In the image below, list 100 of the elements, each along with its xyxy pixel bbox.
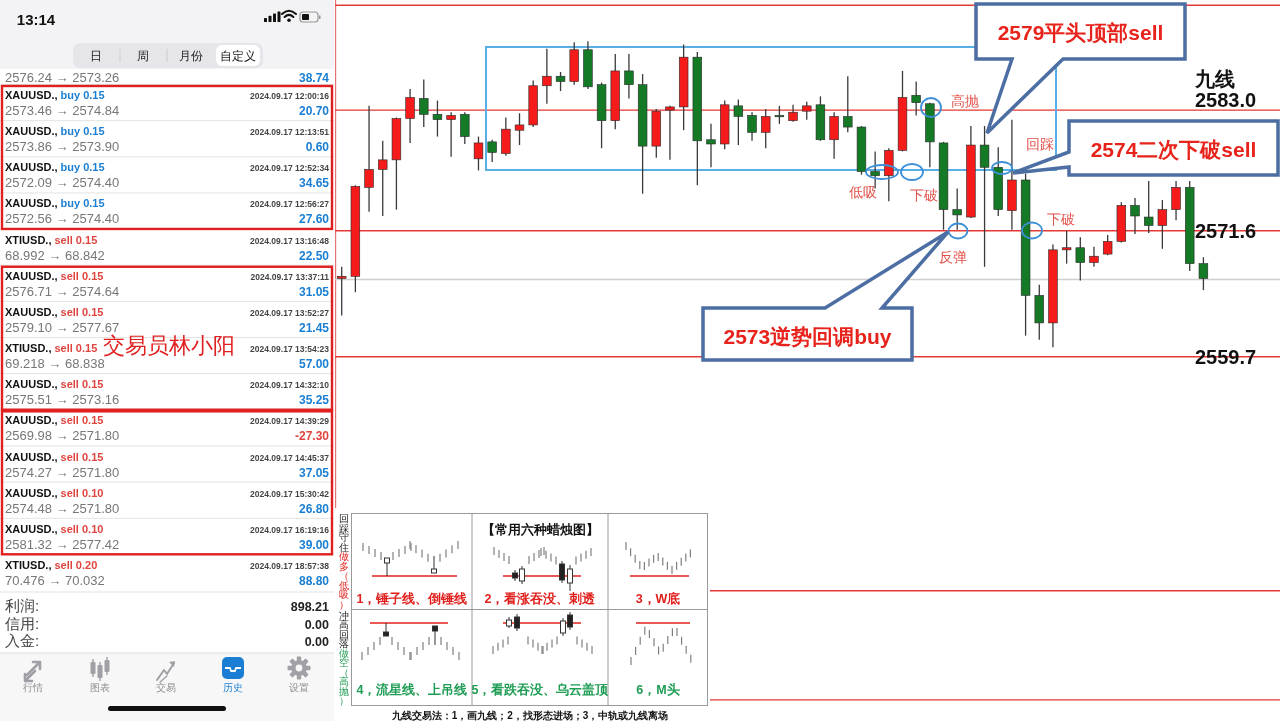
text: buy 0.15: [60, 161, 105, 174]
text: 13:14: [16, 11, 56, 28]
text: 图表: [90, 682, 110, 693]
text: 2024.09.17 12:00:16: [250, 91, 330, 101]
text: sell 0.15: [54, 342, 98, 355]
annotation: 做空（高抛）: [338, 647, 349, 706]
text: XAUUSD.,: [5, 125, 58, 138]
text: XTIUSD.,: [5, 558, 52, 571]
annotation: 6，M头: [636, 683, 680, 697]
annotation: 下破: [1047, 212, 1075, 227]
text: sell 0.15: [60, 305, 104, 318]
text: sell 0.20: [54, 558, 98, 571]
text: 37.05: [298, 465, 330, 480]
text: 入金:: [5, 632, 40, 649]
text: 历史: [223, 682, 243, 693]
text: 2024.09.17 12:52:34: [250, 163, 330, 174]
annotation: 九线: [1194, 68, 1235, 90]
text: 0.60: [305, 140, 330, 155]
text: 22.50: [298, 248, 330, 263]
text: 利润:: [5, 597, 40, 614]
text: 2024.09.17 12:56:27: [250, 199, 330, 210]
text: 0.00: [304, 617, 330, 632]
text: XTIUSD.,: [5, 342, 52, 355]
text: 2569.98 → 2571.80: [5, 428, 120, 444]
text: 2024.09.17 13:54:23: [250, 344, 330, 355]
annotation: 低吸: [849, 185, 877, 200]
text: 2024.09.17 18:57:38: [250, 560, 330, 571]
text: 31.05: [298, 284, 330, 299]
annotation: 1，锤子线、倒锤线: [356, 592, 468, 606]
text: XAUUSD.,: [5, 486, 58, 499]
text: 信用:: [5, 614, 40, 632]
text: 0.00: [304, 635, 330, 649]
annotation: 2574二次下破sell: [1090, 138, 1257, 161]
annotation: 做多（低吸）: [338, 551, 349, 610]
text: sell 0.10: [60, 486, 104, 499]
text: 【常用六种蜡烛图】: [481, 522, 599, 537]
text: XAUUSD.,: [5, 89, 58, 101]
annotation: 高抛: [951, 94, 979, 109]
text: XAUUSD.,: [5, 522, 58, 535]
text: XAUUSD.,: [5, 197, 58, 210]
text: 2024.09.17 13:37:11: [250, 271, 330, 282]
text: 日: [90, 49, 102, 63]
text: 2024.09.17 15:30:42: [250, 488, 330, 499]
text: 70.476 → 70.032: [5, 572, 105, 588]
text: 2024.09.17 14:39:29: [250, 416, 330, 427]
text: 27.60: [298, 212, 330, 227]
text: 26.80: [298, 501, 330, 516]
text: 68.992 → 68.842: [5, 247, 105, 263]
annotation: 反弹: [939, 250, 967, 265]
text: buy 0.15: [60, 89, 105, 101]
text: XAUUSD.,: [5, 450, 58, 463]
text: 2024.09.17 14:45:37: [250, 452, 330, 463]
text: buy 0.15: [60, 197, 105, 210]
text: XAUUSD.,: [5, 378, 58, 391]
text: 设置: [289, 682, 309, 693]
text: 2572.56 → 2574.40: [5, 211, 120, 227]
annotation: 下破: [910, 188, 938, 203]
text: 2024.09.17 12:13:51: [250, 127, 330, 138]
text: 2573.46 → 2574.84: [5, 103, 120, 118]
text: 2579.10 → 2577.67: [5, 319, 120, 335]
annotation: 2579平头顶部sell: [997, 21, 1164, 44]
text: sell 0.10: [60, 522, 104, 535]
text: 2024.09.17 16:19:16: [250, 524, 330, 535]
text: XAUUSD.,: [5, 269, 58, 282]
text: sell 0.15: [60, 450, 104, 463]
annotation: 冲高回落: [338, 609, 349, 649]
text: 交易: [156, 682, 176, 693]
text: 39.00: [298, 537, 330, 552]
text: 69.218 → 68.838: [5, 356, 105, 372]
annotation: 回踩守住: [338, 513, 349, 553]
text: XAUUSD.,: [5, 414, 58, 427]
text: 57.00: [298, 357, 330, 372]
text: 21.45: [298, 320, 330, 335]
text: 2574.48 → 2571.80: [5, 500, 120, 516]
annotation: 回踩: [1026, 137, 1054, 152]
text: 自定义: [220, 49, 256, 63]
annotation: 5，看跌吞没、乌云盖顶: [471, 682, 610, 697]
text: 38.74: [298, 71, 330, 85]
text: 34.65: [298, 176, 330, 191]
text: 2024.09.17 14:32:10: [250, 380, 330, 391]
text: 2024.09.17 13:16:48: [250, 235, 330, 246]
text: 2024.09.17 13:52:27: [250, 307, 330, 318]
text: 20.70: [298, 104, 330, 118]
text: 周: [137, 49, 149, 63]
text: sell 0.15: [60, 414, 104, 427]
text: 2575.51 → 2573.16: [5, 392, 120, 408]
text: 2574.27 → 2571.80: [5, 464, 120, 480]
text: buy 0.15: [60, 125, 105, 138]
text: sell 0.15: [54, 233, 98, 246]
text: 898.21: [290, 600, 330, 614]
text: 2576.71 → 2574.64: [5, 283, 120, 299]
text: 2572.09 → 2574.40: [5, 175, 120, 191]
text: 月份: [179, 49, 203, 63]
text: 行情: [23, 682, 43, 693]
text: 2576.24 → 2573.26: [5, 70, 120, 85]
text: sell 0.15: [60, 269, 104, 282]
text: XAUUSD.,: [5, 305, 58, 318]
text: -27.30: [294, 429, 330, 444]
annotation: 4，流星线、上吊线: [356, 682, 468, 697]
annotation: 3，W底: [635, 591, 681, 606]
